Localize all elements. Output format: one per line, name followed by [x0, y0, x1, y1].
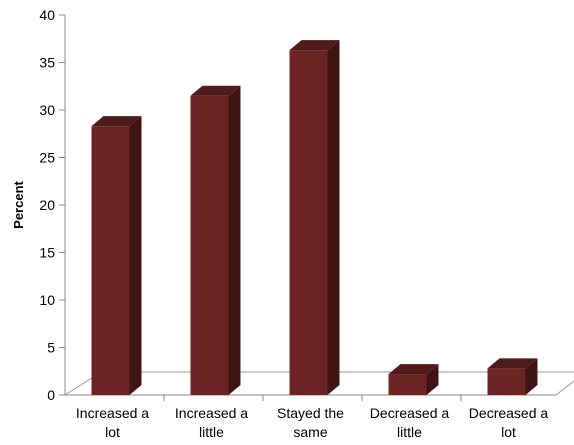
x-tick-label-line: same	[293, 424, 327, 440]
bar-side	[426, 364, 439, 395]
bar-top	[91, 116, 142, 127]
bar-front	[289, 50, 328, 396]
y-tick-label: 15	[39, 245, 55, 261]
floor-right-edge	[555, 380, 574, 396]
y-axis: 0 5 10 15 20 25 30 35 40	[39, 7, 462, 403]
bar	[190, 85, 241, 395]
x-tick-label-line: lot	[105, 424, 120, 440]
x-tick-label-line: Stayed the	[277, 405, 344, 421]
bar-side	[129, 116, 142, 396]
bars	[91, 40, 538, 396]
x-tick-label: Increased a little	[175, 405, 248, 440]
y-tick-label: 35	[39, 55, 55, 71]
x-tick-label-line: little	[199, 424, 224, 440]
bar-side	[228, 85, 241, 395]
x-tick-label-line: little	[397, 424, 422, 440]
x-tick-label-line: Decreased a	[370, 405, 450, 421]
x-tick-label: Stayed the same	[277, 405, 344, 440]
bar-front	[190, 95, 229, 395]
y-tick-label: 5	[47, 340, 55, 356]
x-tick-label: Decreased a little	[370, 405, 450, 440]
bar-top	[289, 40, 340, 51]
y-tick-label: 20	[39, 197, 55, 213]
x-axis-labels: Increased a lot Increased a little Stayed th…	[76, 405, 548, 440]
x-tick-label: Decreased a lot	[469, 405, 549, 440]
y-tick-label: 10	[39, 292, 55, 308]
bar	[289, 40, 340, 396]
y-axis-label: Percent	[11, 180, 26, 228]
x-tick-label-line: lot	[501, 424, 516, 440]
bar-front	[388, 374, 427, 395]
x-tick-label: Increased a lot	[76, 405, 149, 440]
y-tick-label: 25	[39, 150, 55, 166]
bar-top	[487, 358, 538, 369]
bar-front	[487, 368, 526, 395]
x-tick-label-line: Increased a	[175, 405, 248, 421]
y-tick-label: 0	[47, 387, 55, 403]
bar-top	[190, 85, 241, 96]
y-tick-label: 30	[39, 102, 55, 118]
x-tick-label-line: Increased a	[76, 405, 149, 421]
bar-top	[388, 364, 439, 375]
x-tick-label-line: Decreased a	[469, 405, 549, 421]
y-tick-label: 40	[39, 7, 55, 23]
bar-side	[327, 40, 340, 396]
bar	[91, 116, 142, 396]
bar-side	[525, 358, 538, 395]
bar	[388, 364, 439, 395]
bar-front	[91, 126, 130, 396]
bar	[487, 358, 538, 395]
